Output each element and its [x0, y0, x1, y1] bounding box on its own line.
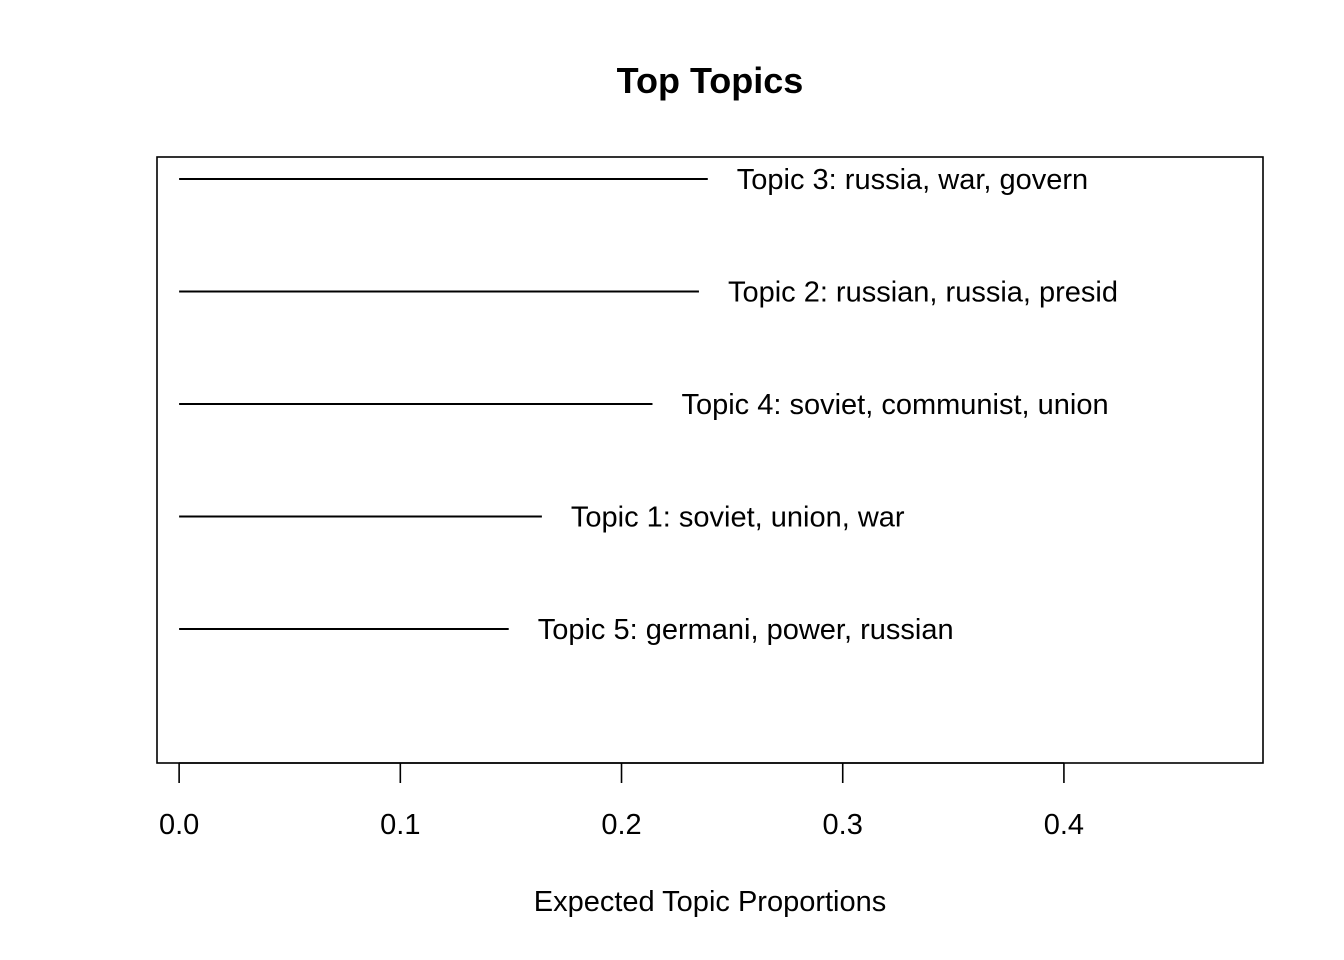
x-axis-ticks: 0.0 0.1 0.2 0.3 0.4	[159, 763, 1084, 841]
x-axis-label: Expected Topic Proportions	[534, 886, 887, 918]
chart-title: Top Topics	[617, 60, 804, 101]
topic-label: Topic 1: soviet, union, war	[571, 502, 905, 534]
x-tick-label: 0.1	[380, 809, 420, 841]
topic-lines: Topic 3: russia, war, govern Topic 2: rus…	[179, 164, 1118, 646]
x-tick-label: 0.2	[601, 809, 641, 841]
x-tick-label: 0.4	[1044, 809, 1084, 841]
x-tick-label: 0.0	[159, 809, 199, 841]
topic-label: Topic 2: russian, russia, presid	[728, 277, 1118, 309]
topic-label: Topic 4: soviet, communist, union	[681, 389, 1108, 421]
x-tick-label: 0.3	[823, 809, 863, 841]
topic-label: Topic 3: russia, war, govern	[737, 164, 1088, 196]
plot-frame	[156, 156, 1264, 764]
topic-label: Topic 5: germani, power, russian	[538, 614, 954, 646]
